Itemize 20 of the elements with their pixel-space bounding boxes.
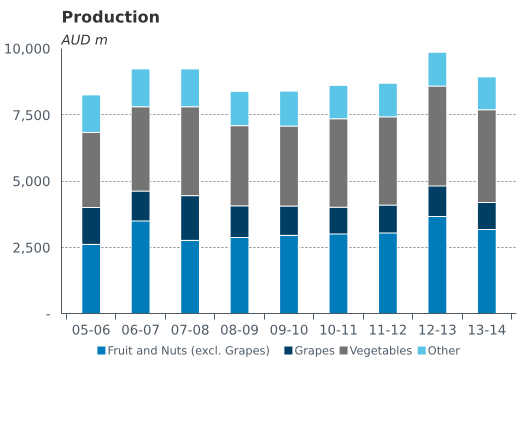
y-tick-label: 10,000 (4, 42, 51, 58)
y-axis-title: AUD m (60, 34, 108, 48)
x-tick-label: 07-08 (170, 324, 210, 338)
y-tick-label: 5,000 (12, 175, 50, 190)
legend-label: Vegetables (350, 344, 412, 358)
y-tick-label: 2,500 (12, 241, 50, 256)
x-tick-label: 13-14 (467, 324, 506, 338)
x-tick-label: 12-13 (418, 324, 457, 338)
x-tick-label: 10-11 (319, 324, 358, 338)
x-tick-label: 05-06 (72, 324, 111, 338)
x-tick-label: 09-10 (270, 324, 308, 338)
x-tick-label: 06-07 (121, 324, 160, 338)
legend-label: Grapes (294, 344, 336, 358)
y-tick-label: 7,500 (12, 108, 50, 124)
legend-label: Other (428, 344, 460, 358)
y-tick-label: - (46, 308, 51, 322)
legend-label: Fruit and Nuts (excl. Grapes) (108, 344, 270, 358)
chart-title: Production (62, 8, 160, 26)
x-tick-label: 11-12 (368, 324, 408, 338)
x-tick-label: 08-09 (220, 324, 259, 338)
